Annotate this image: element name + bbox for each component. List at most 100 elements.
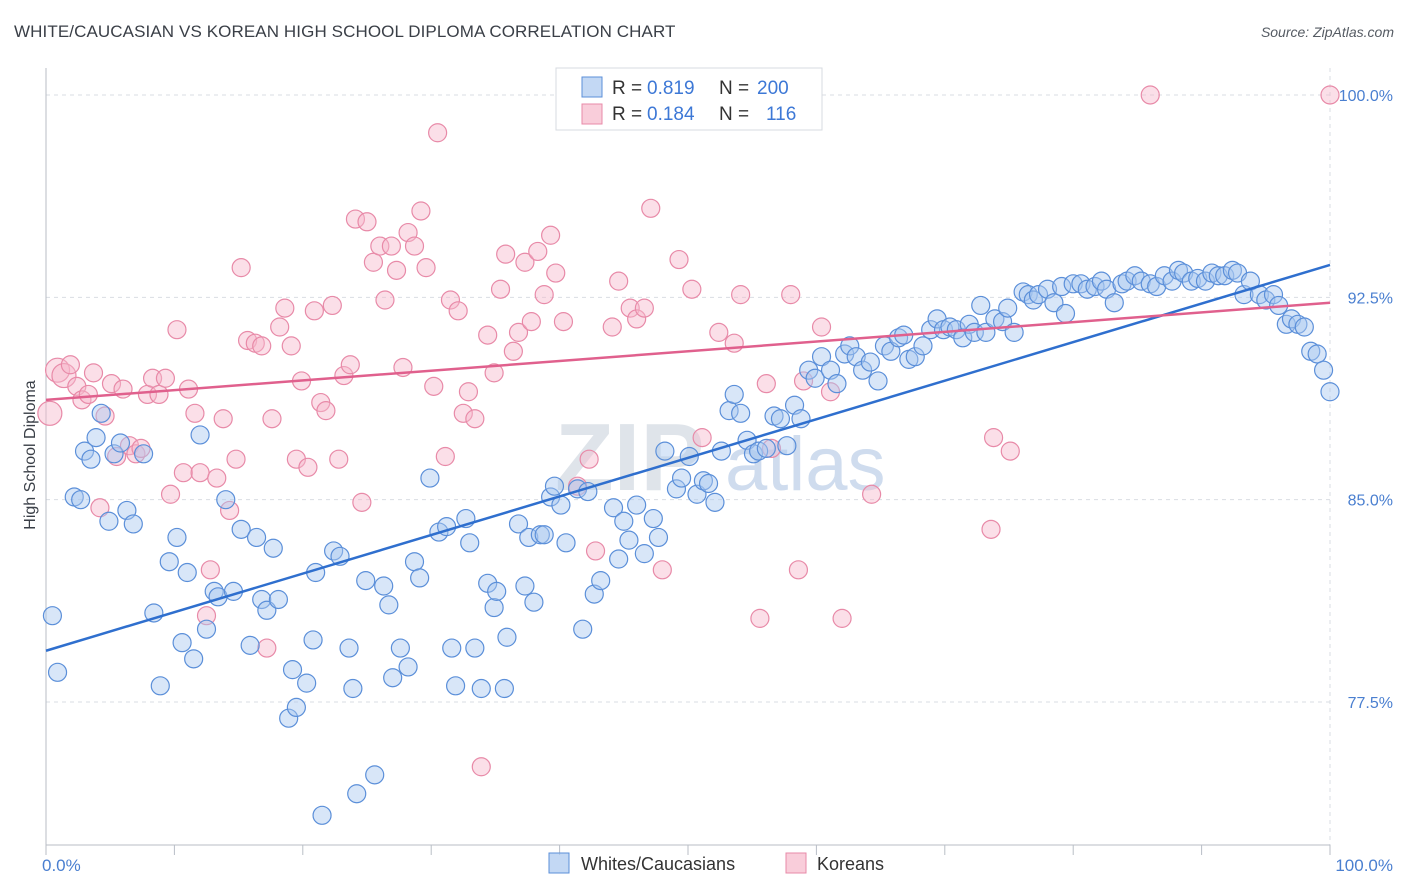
point-koreans-81 — [528, 241, 548, 262]
point-koreans-19 — [155, 368, 176, 388]
point-whites-45 — [347, 784, 367, 804]
point-whites-115 — [811, 347, 832, 367]
point-whites-146 — [1018, 285, 1038, 305]
point-whites-35 — [282, 660, 303, 680]
point-whites-70 — [515, 576, 535, 596]
point-koreans-97 — [682, 279, 702, 299]
point-koreans-43 — [298, 457, 318, 477]
watermark-atlas: atlas — [725, 422, 886, 507]
point-koreans-71 — [465, 409, 485, 429]
point-whites-189 — [1307, 344, 1327, 364]
point-koreans-75 — [490, 279, 511, 299]
trend-line-koreans — [45, 301, 1331, 402]
point-koreans-90 — [609, 271, 629, 291]
point-koreans-61 — [404, 236, 425, 256]
point-koreans-53 — [357, 212, 377, 232]
point-whites-65 — [484, 597, 504, 618]
point-koreans-10 — [101, 374, 122, 394]
point-whites-29 — [246, 527, 267, 548]
point-whites-63 — [471, 678, 491, 699]
point-koreans-67 — [440, 290, 461, 310]
point-whites-50 — [383, 668, 403, 688]
point-whites-119 — [840, 336, 860, 356]
point-koreans-64 — [424, 376, 444, 396]
point-koreans-78 — [508, 322, 529, 342]
legend-r-value-whites: 0.819 — [647, 78, 695, 99]
point-whites-36 — [286, 697, 306, 718]
point-whites-147 — [1023, 290, 1043, 310]
point-koreans-35 — [252, 336, 272, 356]
point-koreans-62 — [411, 201, 431, 221]
point-whites-88 — [627, 495, 647, 515]
point-whites-122 — [860, 352, 880, 372]
point-koreans-25 — [190, 463, 210, 483]
point-whites-129 — [905, 347, 925, 367]
point-koreans-54 — [363, 252, 384, 272]
point-whites-154 — [1071, 274, 1091, 294]
point-whites-90 — [643, 508, 663, 529]
point-whites-105 — [743, 444, 764, 464]
point-whites-20 — [184, 649, 204, 669]
point-whites-84 — [603, 498, 624, 518]
point-whites-7 — [91, 403, 111, 423]
x-tick-label-1: 100.0% — [1335, 856, 1393, 875]
legend-top: R = 0.819 N = 200 R = 0.184 N = 116 — [555, 67, 823, 131]
point-koreans-105 — [781, 285, 801, 305]
point-whites-58 — [442, 638, 462, 658]
point-whites-72 — [524, 592, 544, 612]
point-whites-190 — [1313, 360, 1334, 380]
point-koreans-98 — [692, 428, 712, 448]
point-whites-61 — [460, 533, 480, 553]
point-koreans-2 — [51, 362, 77, 389]
point-whites-93 — [666, 479, 687, 499]
point-whites-8 — [99, 511, 119, 531]
point-koreans-93 — [634, 298, 654, 318]
point-koreans-55 — [370, 236, 390, 256]
point-koreans-83 — [541, 225, 561, 245]
point-whites-121 — [853, 360, 873, 380]
point-whites-117 — [827, 374, 847, 394]
point-whites-85 — [609, 549, 629, 569]
point-koreans-95 — [652, 560, 672, 580]
point-koreans-76 — [496, 244, 516, 264]
point-koreans-94 — [641, 198, 661, 218]
point-koreans-66 — [435, 446, 455, 467]
tick-labels: 77.5% 85.0% 92.5% 100.0% 0.0% 100.0% — [42, 88, 1393, 875]
point-whites-123 — [868, 371, 888, 391]
trend-lines — [45, 263, 1331, 652]
point-koreans-3 — [60, 355, 80, 375]
point-koreans-73 — [478, 325, 498, 345]
point-koreans-52 — [352, 492, 372, 512]
point-whites-18 — [172, 633, 192, 653]
point-whites-174 — [1208, 266, 1228, 286]
point-whites-34 — [279, 708, 299, 728]
series-whites — [42, 260, 1340, 825]
point-koreans-0 — [37, 400, 63, 426]
point-whites-162 — [1125, 266, 1145, 286]
point-whites-152 — [1055, 303, 1076, 324]
point-koreans-18 — [149, 384, 169, 405]
point-whites-110 — [777, 436, 797, 456]
point-whites-98 — [698, 473, 719, 494]
point-whites-62 — [465, 638, 485, 658]
point-whites-153 — [1063, 274, 1083, 294]
point-koreans-21 — [167, 320, 187, 340]
point-whites-107 — [756, 438, 776, 459]
legend-n-value-whites: 200 — [757, 78, 789, 99]
point-koreans-87 — [579, 449, 599, 469]
point-whites-176 — [1222, 260, 1243, 280]
point-whites-97 — [693, 471, 714, 491]
point-whites-15 — [150, 676, 170, 696]
point-whites-103 — [731, 403, 751, 423]
point-whites-17 — [167, 527, 187, 548]
point-whites-9 — [104, 444, 124, 464]
point-koreans-74 — [484, 363, 504, 383]
point-whites-89 — [634, 544, 654, 564]
point-koreans-79 — [515, 252, 535, 272]
point-whites-55 — [420, 468, 440, 488]
point-whites-87 — [619, 530, 639, 550]
point-koreans-44 — [304, 301, 324, 321]
point-koreans-110 — [832, 608, 852, 628]
point-koreans-58 — [386, 260, 407, 280]
